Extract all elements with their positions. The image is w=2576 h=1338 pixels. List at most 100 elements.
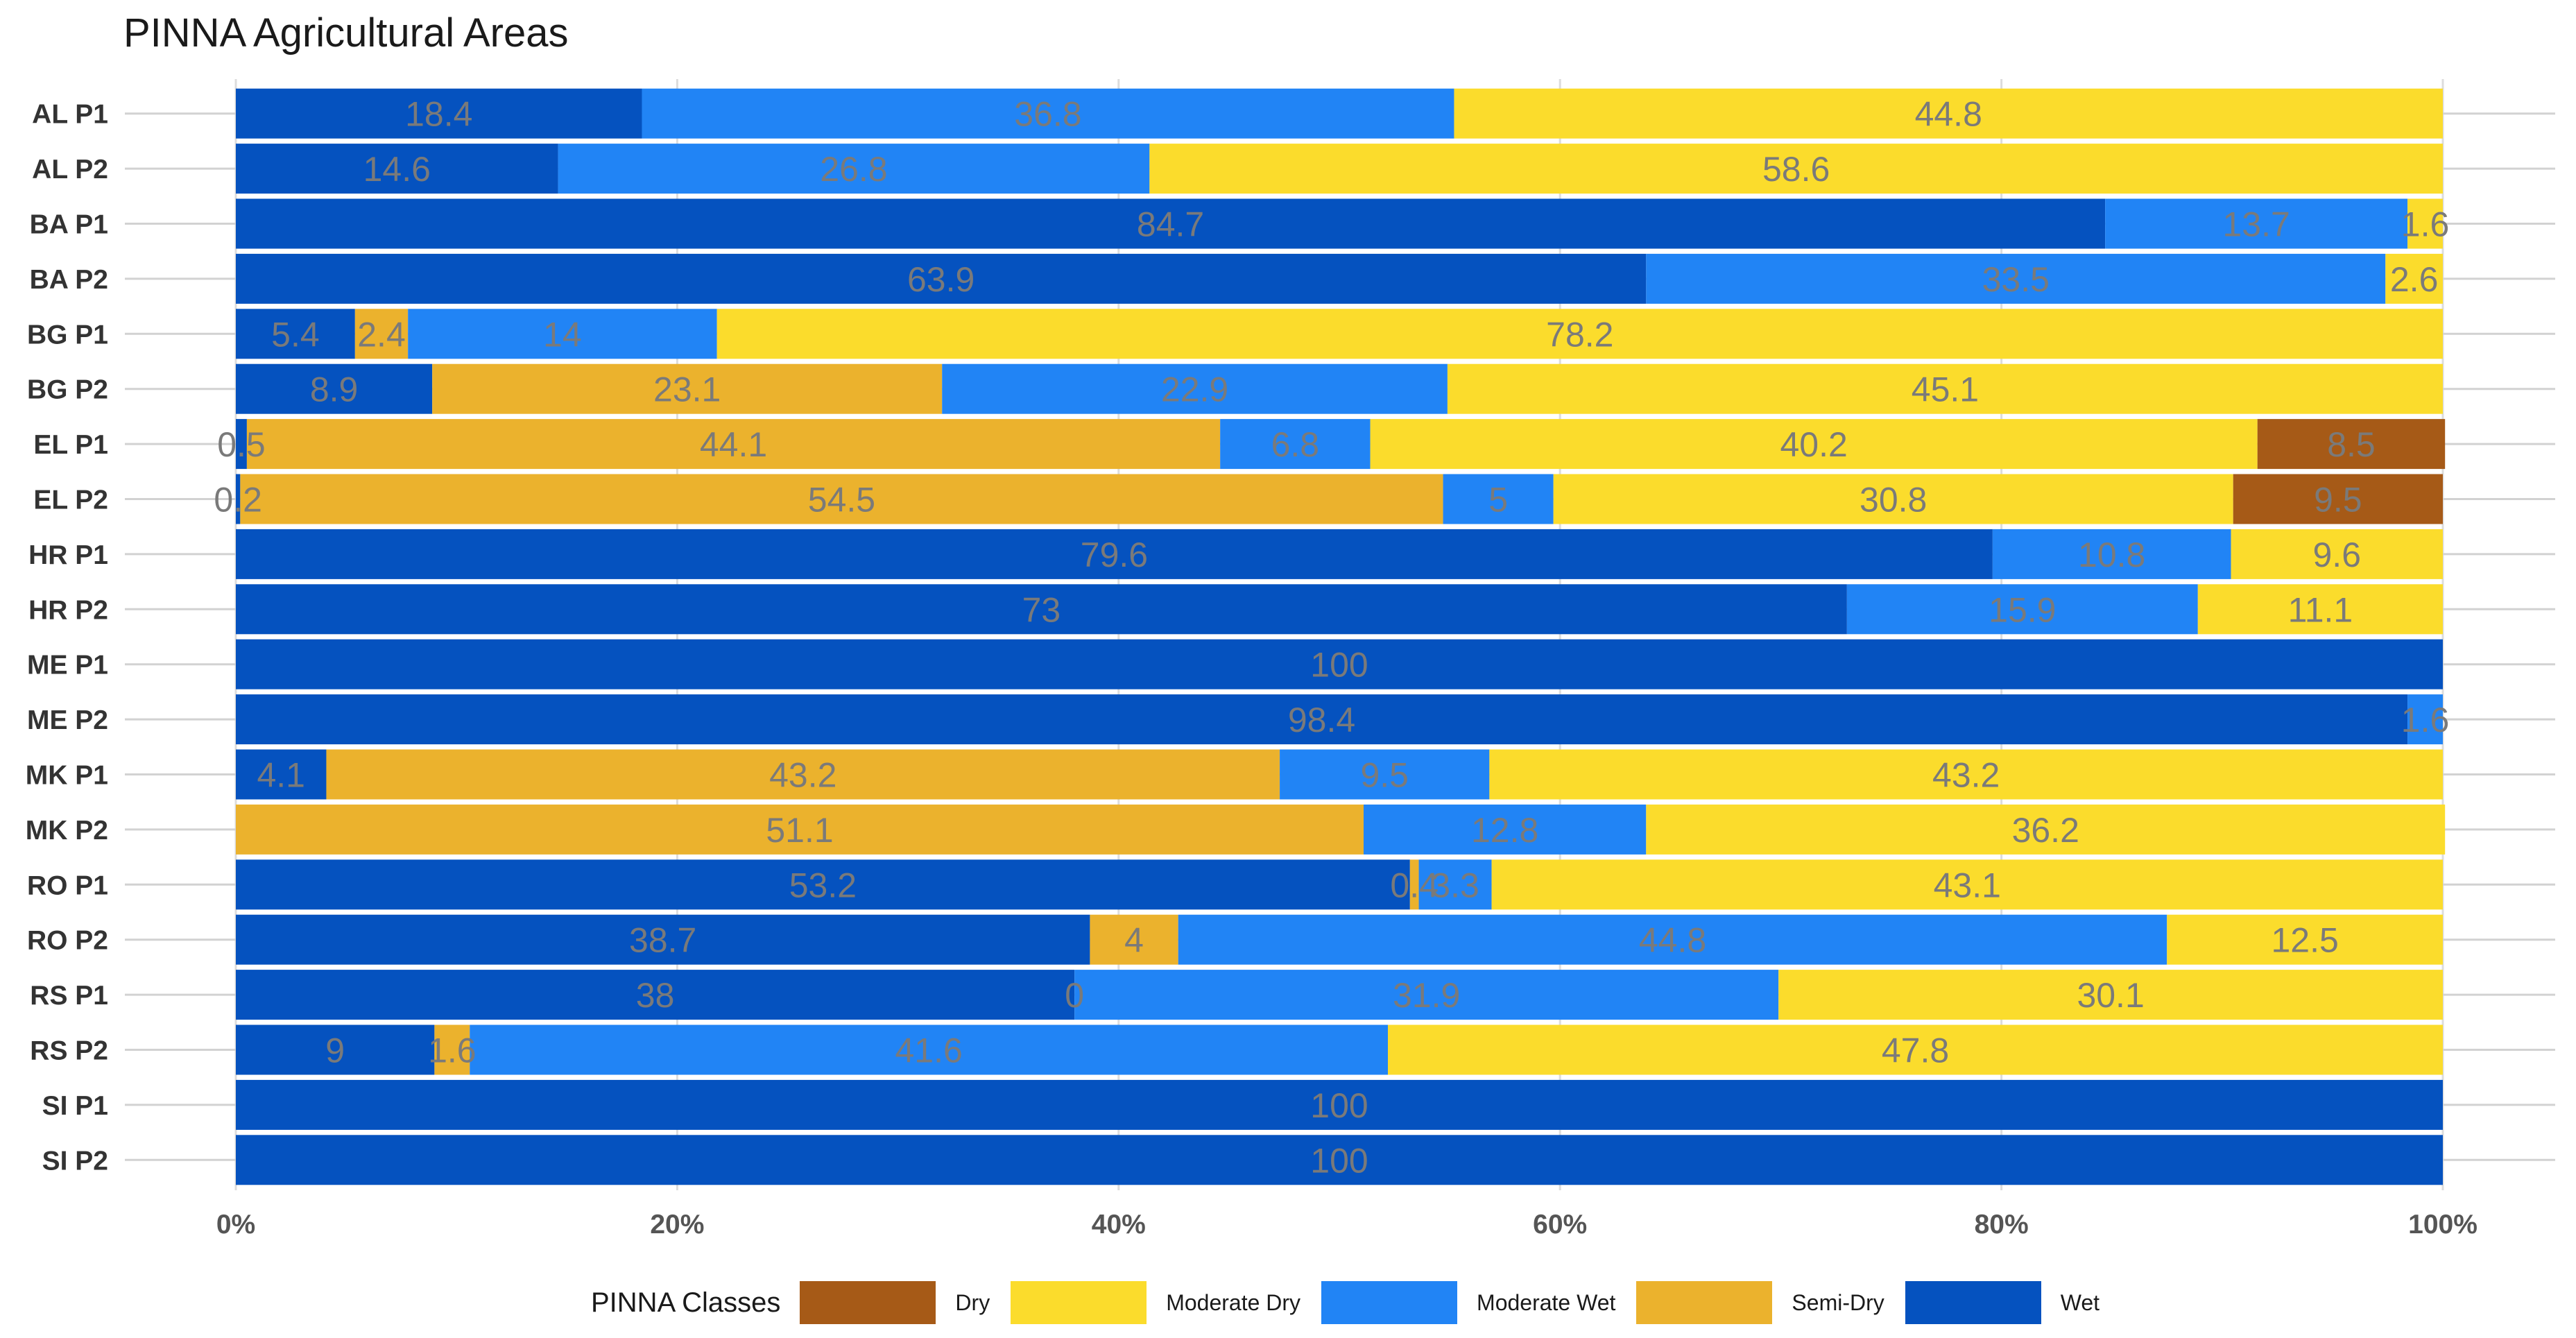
value-label-ro-p1-wet: 53.2 <box>789 866 857 904</box>
legend-item-moderate-wet: Moderate Wet <box>1321 1281 1615 1324</box>
bar-el-p1-semi-dry <box>246 419 1221 470</box>
value-label-al-p1-wet: 18.4 <box>405 95 472 134</box>
legend-item-moderate-dry: Moderate Dry <box>1011 1281 1300 1324</box>
x-tick-label: 40% <box>1092 1210 1146 1240</box>
bar-ro-p2-wet <box>236 914 1090 965</box>
bar-rs-p1-wet <box>236 970 1075 1020</box>
bar-al-p1-moderate-dry <box>1454 88 2443 139</box>
legend-label-semi-dry: Semi-Dry <box>1792 1289 1884 1315</box>
stacked-bar-chart: 18.4 36.8 44.8 14.6 26.8 58.6 84.7 13.7 1.6 63.9 3… <box>26 79 2555 1240</box>
value-label-ro-p1-semi-dry: 0.4 <box>1390 866 1439 904</box>
row-label-el-p1: EL P1 <box>33 430 108 460</box>
bar-el-p2-semi-dry <box>240 474 1443 524</box>
value-label-hr-p2-moderate-dry: 11.1 <box>2288 590 2353 629</box>
bar-ba-p2-moderate-wet <box>1646 253 2386 304</box>
bar-bg-p2-moderate-dry <box>1447 363 2443 414</box>
bar-ro-p2-moderate-wet <box>1178 914 2167 965</box>
value-label-el-p1-semi-dry: 44.1 <box>700 425 767 464</box>
value-label-rs-p2-semi-dry: 1.6 <box>428 1031 476 1070</box>
value-label-al-p2-moderate-dry: 58.6 <box>1762 150 1830 189</box>
bar-ba-p1-wet <box>236 198 2106 249</box>
bar-si-p1-wet <box>236 1079 2443 1130</box>
bar-ro-p1-moderate-dry <box>1491 859 2443 910</box>
bar-ba-p2-wet <box>236 253 1647 304</box>
value-label-ro-p2-moderate-wet: 44.8 <box>1639 921 1706 960</box>
legend-label-moderate-wet: Moderate Wet <box>1477 1289 1616 1315</box>
bar-mk-p1-moderate-wet <box>1280 749 1490 800</box>
value-label-ro-p1-moderate-dry: 43.1 <box>1934 866 2001 904</box>
bar-hr-p1-wet <box>236 529 1993 579</box>
bar-bg-p2-moderate-wet <box>942 363 1448 414</box>
bar-mk-p1-semi-dry <box>326 749 1280 800</box>
bar-el-p1-moderate-wet <box>1220 419 1371 470</box>
value-label-ba-p2-moderate-wet: 33.5 <box>1982 260 2050 299</box>
bar-el-p2-moderate-wet <box>1443 474 1554 524</box>
value-label-bg-p2-moderate-dry: 45.1 <box>1912 370 1979 409</box>
value-label-el-p2-moderate-wet: 5 <box>1488 481 1508 520</box>
value-label-hr-p1-wet: 79.6 <box>1081 535 1148 574</box>
value-label-el-p1-moderate-wet: 6.8 <box>1271 425 1320 464</box>
x-tick-label: 0% <box>216 1210 255 1240</box>
value-label-mk-p2-moderate-wet: 12.8 <box>1471 811 1538 850</box>
value-label-bg-p2-wet: 8.9 <box>310 370 359 409</box>
legend-swatch-semi-dry <box>1636 1281 1773 1324</box>
value-label-el-p2-dry: 9.5 <box>2314 481 2362 520</box>
value-label-mk-p1-moderate-dry: 43.2 <box>1932 756 2000 795</box>
bar-segments <box>236 88 2446 1185</box>
bar-hr-p2-moderate-dry <box>2197 584 2443 635</box>
bar-ro-p2-moderate-dry <box>2167 914 2443 965</box>
value-label-bg-p2-semi-dry: 23.1 <box>653 370 721 409</box>
value-label-ro-p2-wet: 38.7 <box>629 921 696 960</box>
row-label-al-p2: AL P2 <box>32 155 108 185</box>
bar-rs-p1-moderate-dry <box>1778 970 2443 1020</box>
value-label-bg-p1-wet: 5.4 <box>271 315 320 354</box>
x-tick-label: 20% <box>650 1210 704 1240</box>
legend-title: PINNA Classes <box>591 1287 781 1318</box>
value-label-rs-p2-moderate-dry: 47.8 <box>1882 1031 1949 1070</box>
bar-bg-p1-wet <box>236 309 355 359</box>
bar-rs-p1-moderate-wet <box>1074 970 1779 1020</box>
value-label-me-p2-wet: 98.4 <box>1288 701 1355 739</box>
value-label-el-p2-moderate-dry: 30.8 <box>1860 481 1927 520</box>
bar-ro-p1-moderate-wet <box>1418 859 1492 910</box>
value-label-el-p1-moderate-dry: 40.2 <box>1780 425 1847 464</box>
legend-swatch-dry <box>800 1281 936 1324</box>
row-label-bg-p1: BG P1 <box>27 320 108 350</box>
legend-item-semi-dry: Semi-Dry <box>1636 1281 1884 1324</box>
legend-item-dry: Dry <box>800 1281 990 1324</box>
row-labels: AL P1 AL P2 BA P1 BA P2 BG P1 BG P2 EL P1 EL P2… <box>26 100 108 1176</box>
value-label-bg-p1-moderate-wet: 14 <box>543 315 582 354</box>
bar-rs-p2-wet <box>236 1024 435 1075</box>
bar-el-p1-wet <box>236 419 247 470</box>
value-label-si-p2-wet: 100 <box>1310 1141 1368 1180</box>
value-label-me-p1-wet: 100 <box>1310 646 1368 685</box>
value-label-rs-p1-wet: 38 <box>636 976 675 1015</box>
bar-bg-p2-wet <box>236 363 433 414</box>
bar-mk-p2-moderate-dry <box>1646 804 2446 855</box>
value-label-al-p1-moderate-wet: 36.8 <box>1014 95 1081 134</box>
value-label-bg-p1-semi-dry: 2.4 <box>357 315 406 354</box>
bar-mk-p1-wet <box>236 749 327 800</box>
row-label-el-p2: EL P2 <box>33 486 108 515</box>
legend-item-wet: Wet <box>1905 1281 2100 1324</box>
bar-bg-p2-semi-dry <box>432 363 943 414</box>
row-label-si-p1: SI P1 <box>42 1091 108 1121</box>
bar-mk-p2-semi-dry <box>236 804 1364 855</box>
bar-hr-p1-moderate-wet <box>1992 529 2231 579</box>
value-label-ro-p2-moderate-dry: 12.5 <box>2271 921 2338 960</box>
row-label-bg-p2: BG P2 <box>27 375 108 405</box>
row-label-me-p2: ME P2 <box>27 705 108 735</box>
row-label-ro-p1: RO P1 <box>27 870 108 900</box>
bar-al-p2-moderate-wet <box>558 144 1150 194</box>
value-label-ba-p2-moderate-dry: 2.6 <box>2390 260 2439 299</box>
bar-el-p1-dry <box>2257 419 2446 470</box>
bar-rs-p2-semi-dry <box>434 1024 470 1075</box>
bar-hr-p2-moderate-wet <box>1846 584 2198 635</box>
value-label-si-p1-wet: 100 <box>1310 1086 1368 1125</box>
bar-ro-p1-semi-dry <box>1409 859 1419 910</box>
value-label-al-p1-moderate-dry: 44.8 <box>1915 95 1982 134</box>
bar-el-p2-wet <box>236 474 241 524</box>
bar-hr-p2-wet <box>236 584 1847 635</box>
bar-al-p2-moderate-dry <box>1149 144 2443 194</box>
value-label-ro-p2-semi-dry: 4 <box>1124 921 1144 960</box>
